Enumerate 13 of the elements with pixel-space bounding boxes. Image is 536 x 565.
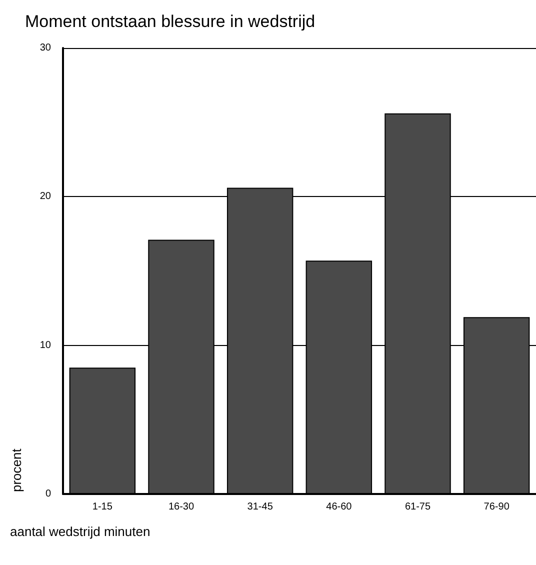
x-tick-label: 16-30 <box>168 502 194 512</box>
y-tick-label: 20 <box>40 191 52 202</box>
x-axis-title: aantal wedstrijd minuten <box>10 524 150 539</box>
y-tick-label: 10 <box>40 340 52 351</box>
y-axis-title: procent <box>9 448 24 492</box>
x-tick-label: 46-60 <box>326 502 352 512</box>
x-tick-label: 76-90 <box>484 502 510 512</box>
y-tick-label: 0 <box>45 488 52 500</box>
x-tick-label: 61-75 <box>404 502 431 512</box>
y-tick-label: 30 <box>40 42 52 54</box>
x-tick-label: 1-15 <box>92 502 113 512</box>
x-tick-label: 31-45 <box>247 502 274 512</box>
chart-title: Moment ontstaan blessure in wedstrijd <box>25 12 316 31</box>
